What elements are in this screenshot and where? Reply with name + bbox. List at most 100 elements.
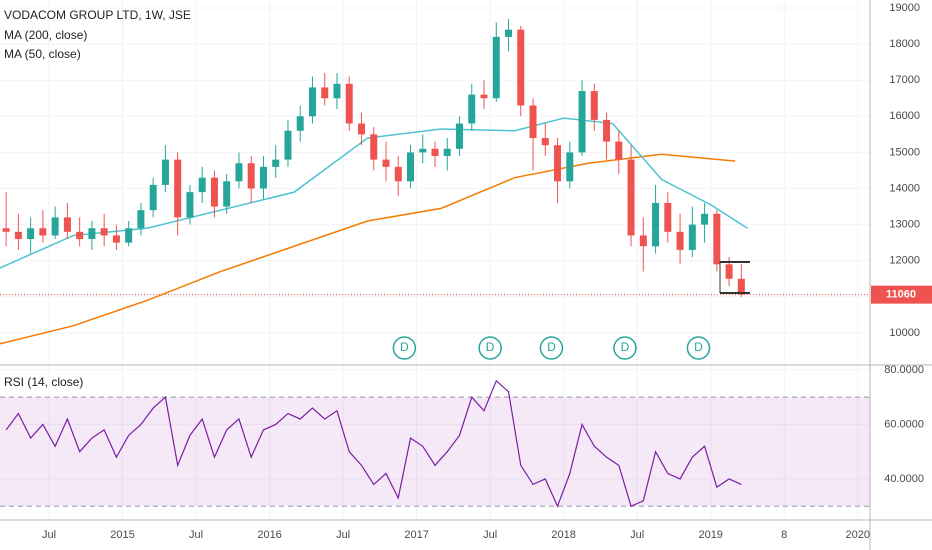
y-tick-label: 18000 [889, 38, 920, 50]
candle-body [370, 134, 378, 160]
x-tick-label: Jul [42, 529, 56, 541]
candle-body [406, 152, 414, 182]
x-tick-label: Jul [630, 529, 644, 541]
ma-line [0, 153, 736, 345]
candle-body [235, 163, 243, 182]
x-tick-label: 2019 [698, 529, 722, 541]
candle-body [676, 231, 684, 250]
candle-body [627, 159, 635, 236]
candle-body [443, 148, 451, 157]
candle-body [14, 231, 22, 240]
candle-body [382, 159, 390, 167]
candle-body [419, 148, 427, 153]
dividend-label: D [621, 340, 630, 354]
candle-body [296, 116, 304, 131]
candle-body [357, 123, 365, 135]
candle-body [333, 83, 341, 99]
range-drawing [719, 261, 750, 294]
candle-body [554, 145, 562, 182]
x-tick-label: Jul [483, 529, 497, 541]
y-tick-label: 60.0000 [884, 418, 924, 430]
candle-body [713, 213, 721, 265]
x-tick-label: 2015 [110, 529, 134, 541]
x-tick-label: 2018 [551, 529, 575, 541]
chart-title: VODACOM GROUP LTD, 1W, JSE [4, 8, 191, 22]
rsi-line [5, 379, 742, 508]
y-tick-label: 14000 [889, 182, 920, 194]
candle-body [468, 94, 476, 124]
candle-body [161, 159, 169, 185]
y-tick-label: 17000 [889, 74, 920, 86]
dividend-marker [613, 336, 637, 360]
candle-body [492, 36, 500, 99]
candle-body [284, 130, 292, 160]
candle-body [394, 166, 402, 182]
rsi-title: RSI (14, close) [4, 375, 83, 389]
candle-body [701, 213, 709, 225]
dividend-marker [392, 336, 417, 360]
candle-body [664, 202, 672, 232]
candle-body [639, 235, 647, 247]
dividend-label: D [547, 340, 556, 354]
dividend-label: D [694, 340, 703, 354]
candle-body [603, 119, 611, 142]
candle-body [725, 264, 733, 279]
y-tick-label: 12000 [889, 255, 920, 267]
candle-body [2, 228, 10, 232]
y-tick-label: 19000 [889, 2, 920, 14]
y-tick-label: 10000 [889, 327, 920, 339]
last-price-label: 11060 [886, 289, 916, 301]
x-tick-label: Jul [189, 529, 203, 541]
candle-body [186, 192, 194, 218]
candle-body [88, 228, 96, 240]
candle-body [652, 202, 660, 247]
x-tick-label: Jul [336, 529, 350, 541]
candle-body [27, 228, 35, 240]
candle-body [566, 152, 574, 182]
candle-body [63, 217, 71, 232]
x-tick-label: 2020 [846, 529, 870, 541]
candle-body [737, 278, 745, 295]
candle-body [51, 217, 59, 236]
candle-body [688, 224, 696, 250]
legend-entry: MA (200, close) [4, 28, 87, 42]
candle-body [590, 91, 598, 120]
grid [0, 0, 870, 520]
ma-line [0, 117, 748, 269]
candle-body [198, 177, 206, 193]
rsi-band [0, 397, 870, 507]
candle-body [615, 141, 623, 160]
dividend-marker [539, 336, 564, 360]
candle-body [431, 148, 439, 157]
x-tick-label: 2017 [404, 529, 428, 541]
y-tick-label: 13000 [889, 219, 920, 231]
last-price-box [871, 285, 932, 304]
candle-body [321, 87, 329, 99]
dividend-label: D [486, 340, 495, 354]
dividend-marker [478, 336, 502, 360]
candle-body [100, 228, 108, 236]
x-tick-label: 8 [781, 529, 787, 541]
x-tick-label: 2016 [257, 529, 281, 541]
candle-body [247, 163, 255, 189]
candle-body [456, 123, 464, 149]
dividend-label: D [400, 340, 409, 354]
candle-body [223, 181, 231, 207]
candle-body [517, 29, 525, 106]
candle-body [210, 177, 218, 207]
candle-body [541, 137, 549, 146]
candle-body [308, 87, 316, 117]
candle-body [112, 235, 120, 243]
candle-body [505, 29, 513, 37]
candle-body [578, 91, 586, 153]
candle-body [272, 159, 280, 167]
legend-entry: MA (50, close) [4, 47, 81, 61]
candle-body [137, 210, 145, 229]
candle-body [39, 228, 47, 236]
axes: Jul 2015 Jul 2016 Jul 2017 Jul 2018 Jul 2019 8 2020… [42, 2, 932, 541]
y-tick-label: 80.0000 [884, 364, 924, 376]
candle-body [149, 184, 157, 211]
